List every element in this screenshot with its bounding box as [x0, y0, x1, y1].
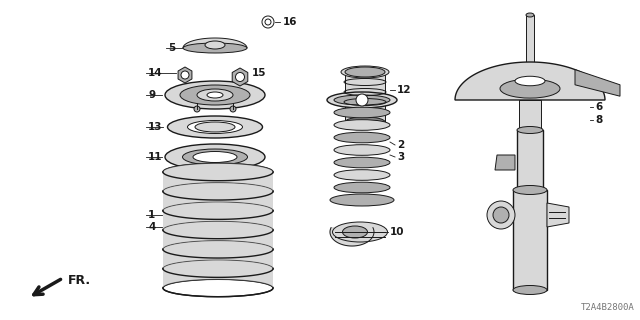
Text: 8: 8	[595, 115, 602, 125]
Bar	[519, 100, 541, 130]
Ellipse shape	[195, 122, 235, 132]
Ellipse shape	[334, 145, 390, 155]
Ellipse shape	[513, 285, 547, 294]
Ellipse shape	[334, 120, 390, 130]
Bar	[513, 190, 547, 290]
Ellipse shape	[207, 92, 223, 98]
Text: 12: 12	[397, 85, 412, 95]
Text: 1: 1	[148, 210, 156, 220]
Bar	[517, 130, 543, 190]
Ellipse shape	[334, 182, 390, 193]
Text: 9: 9	[148, 90, 155, 100]
Ellipse shape	[500, 79, 560, 98]
Ellipse shape	[334, 107, 390, 118]
Ellipse shape	[342, 226, 367, 238]
Ellipse shape	[180, 85, 250, 105]
Ellipse shape	[334, 170, 390, 180]
Polygon shape	[575, 70, 620, 96]
Text: FR.: FR.	[68, 274, 91, 286]
Circle shape	[194, 106, 200, 112]
Circle shape	[265, 19, 271, 25]
Text: 5: 5	[168, 43, 175, 53]
Text: 13: 13	[148, 122, 163, 132]
Ellipse shape	[515, 76, 545, 86]
Text: 15: 15	[252, 68, 266, 78]
Polygon shape	[495, 155, 515, 170]
Ellipse shape	[193, 151, 237, 163]
Polygon shape	[163, 221, 273, 249]
Text: 6: 6	[595, 102, 602, 112]
Bar	[526, 15, 534, 80]
Circle shape	[230, 106, 236, 112]
Polygon shape	[232, 68, 248, 86]
Polygon shape	[547, 203, 569, 227]
Text: 11: 11	[148, 152, 163, 162]
Ellipse shape	[334, 157, 390, 168]
Ellipse shape	[333, 222, 387, 242]
Polygon shape	[163, 183, 273, 211]
Circle shape	[262, 16, 274, 28]
Ellipse shape	[517, 126, 543, 133]
Ellipse shape	[345, 117, 385, 127]
Ellipse shape	[205, 41, 225, 49]
Text: 2: 2	[397, 140, 404, 150]
Ellipse shape	[526, 78, 534, 82]
Text: 4: 4	[148, 222, 156, 232]
Ellipse shape	[334, 95, 390, 105]
Ellipse shape	[165, 81, 265, 109]
Ellipse shape	[526, 13, 534, 17]
Ellipse shape	[183, 43, 247, 53]
Ellipse shape	[334, 132, 390, 143]
Ellipse shape	[165, 144, 265, 170]
Ellipse shape	[197, 89, 233, 101]
Circle shape	[181, 71, 189, 79]
Ellipse shape	[334, 195, 390, 205]
Circle shape	[487, 201, 515, 229]
Text: 3: 3	[397, 152, 404, 162]
Bar	[345, 72, 385, 122]
Polygon shape	[330, 228, 374, 246]
Text: 14: 14	[148, 68, 163, 78]
Ellipse shape	[168, 116, 262, 138]
Polygon shape	[163, 241, 273, 269]
Ellipse shape	[327, 92, 397, 108]
Ellipse shape	[182, 149, 248, 165]
Polygon shape	[178, 67, 192, 83]
Text: 16: 16	[283, 17, 298, 27]
Ellipse shape	[345, 67, 385, 77]
Polygon shape	[183, 38, 247, 48]
Ellipse shape	[330, 194, 394, 206]
Text: 10: 10	[390, 227, 404, 237]
Circle shape	[356, 94, 368, 106]
Text: T2A4B2800A: T2A4B2800A	[581, 303, 635, 312]
Ellipse shape	[341, 66, 389, 78]
Ellipse shape	[188, 121, 243, 133]
Circle shape	[236, 73, 244, 82]
Polygon shape	[163, 202, 273, 230]
Polygon shape	[455, 62, 605, 100]
Polygon shape	[163, 163, 273, 191]
Circle shape	[493, 207, 509, 223]
Polygon shape	[163, 260, 273, 288]
Ellipse shape	[513, 186, 547, 195]
